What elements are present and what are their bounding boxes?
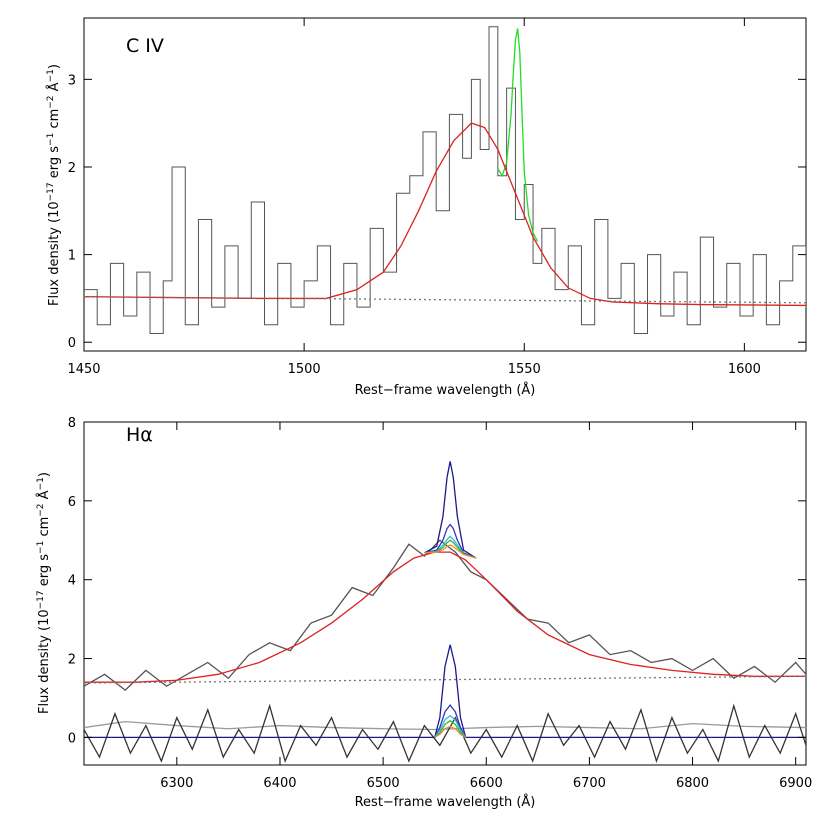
- x-axis-title-halpha: Rest−frame wavelength (Å): [355, 794, 536, 810]
- y-tick-label: 3: [68, 73, 76, 88]
- series-line-1-14: [434, 725, 466, 738]
- series-group-halpha: [84, 461, 806, 764]
- y-title-exp: −1: [36, 477, 46, 490]
- y-title-part: cm: [47, 109, 62, 133]
- x-tick-label: 6600: [470, 776, 503, 791]
- x-axis-title-civ: Rest−frame wavelength (Å): [355, 382, 536, 398]
- y-title-exp: −1: [36, 541, 46, 554]
- series-line-1-2: [424, 461, 477, 559]
- series-line-0-2: [84, 122, 806, 307]
- x-tick-label: 6500: [367, 776, 400, 791]
- series-line-1-6: [424, 544, 477, 559]
- series-line-1-1: [84, 551, 806, 683]
- y-title-exp: −17: [46, 182, 56, 201]
- y-title-exp: −1: [46, 69, 56, 82]
- y-tick-label: 2: [68, 161, 76, 176]
- y-title-exp: −2: [46, 95, 56, 108]
- y-title-part: Å: [36, 490, 52, 503]
- y-title-part: erg s: [47, 146, 62, 183]
- y-axis-title-halpha: Flux density (10−17 erg s−1 cm−2 Å−1): [36, 472, 52, 714]
- y-tick-label: 1: [68, 249, 76, 264]
- y-tick-label: 6: [68, 495, 76, 510]
- y-tick-label: 0: [68, 336, 76, 351]
- y-title-exp: −1: [46, 133, 56, 146]
- panel-label-halpha: Hα: [126, 424, 153, 446]
- x-tick-label: 6300: [160, 776, 193, 791]
- plot-frame-halpha: [83, 421, 807, 766]
- y-title-suffix: ): [37, 472, 52, 477]
- y-title-exp: −17: [36, 590, 46, 609]
- x-tick-label: 6700: [573, 776, 606, 791]
- series-group-civ: [84, 26, 806, 334]
- series-line-1-12: [434, 714, 467, 738]
- y-title-suffix: ): [47, 64, 62, 69]
- series-line-1-9: [84, 703, 806, 764]
- series-line-1-11: [434, 704, 467, 738]
- x-tick-label: 1550: [508, 362, 541, 377]
- panel-civ: 1450 1500 1550 1600 0 1 2 3 C IV Rest−frame wav…: [46, 17, 807, 398]
- series-line-1-3: [424, 523, 477, 559]
- x-tick-label: 1450: [67, 362, 100, 377]
- series-line-1-7: [84, 675, 806, 684]
- ticks-group-civ: 1450 1500 1550 1600 0 1 2 3: [67, 18, 806, 377]
- series-line-1-13: [434, 720, 467, 738]
- y-title-exp: −2: [36, 503, 46, 516]
- series-line-0-3: [84, 296, 806, 304]
- y-axis-title-civ: Flux density (10−17 erg s−1 cm−2 Å−1): [46, 64, 62, 306]
- y-title-prefix: Flux density (10: [47, 201, 62, 306]
- x-tick-label: 6900: [779, 776, 812, 791]
- series-line-0-1: [497, 28, 539, 242]
- series-line-1-5: [424, 539, 477, 559]
- series-line-1-4: [424, 535, 477, 559]
- y-title-part: cm: [37, 517, 52, 541]
- series-line-1-10: [84, 644, 806, 739]
- x-tick-label: 1600: [728, 362, 761, 377]
- series-line-0-0: [84, 26, 806, 334]
- y-title-part: erg s: [37, 554, 52, 591]
- x-tick-label: 6400: [263, 776, 296, 791]
- plot-frame-civ: [83, 17, 807, 352]
- y-title-part: Å: [46, 82, 62, 95]
- x-tick-label: 1500: [288, 362, 321, 377]
- y-tick-label: 0: [68, 731, 76, 746]
- panel-label-civ: C IV: [126, 35, 164, 57]
- y-tick-label: 2: [68, 653, 76, 668]
- x-tick-label: 6800: [676, 776, 709, 791]
- y-tick-label: 8: [68, 416, 76, 431]
- ticks-group-halpha: 6300 6400 6500 6600 6700 6800 6900 0 2 4 6 8: [68, 416, 813, 791]
- panel-halpha: 6300 6400 6500 6600 6700 6800 6900 0 2 4 6 8 Hα Res…: [36, 416, 812, 810]
- y-tick-label: 4: [68, 574, 76, 589]
- y-title-prefix: Flux density (10: [37, 609, 52, 714]
